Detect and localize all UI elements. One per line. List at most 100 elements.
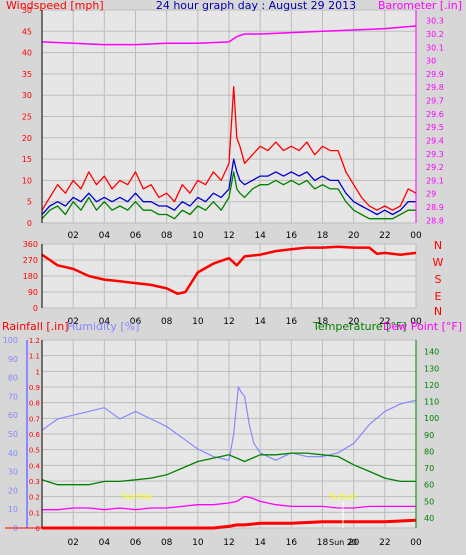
x-tick-label: 18 — [317, 231, 329, 241]
temperature-line — [41, 452, 416, 486]
x-tick-label: 16 — [286, 231, 298, 241]
wind-direction-tick-label: 360 — [23, 240, 38, 249]
x-tick-label: 02 — [67, 317, 78, 327]
rainfall-ticks: 0 0.1 0.2 0.3 0.4 0.5 0.6 0.7 0.8 0.9 1 1.1 1.2 — [29, 337, 41, 533]
panel-2-x-ticks: 02 04 06 08 10 12 14 16 18 20 22 00 — [67, 317, 422, 327]
temperature-tick-label: 40 — [424, 514, 434, 523]
panel-2-series — [41, 245, 417, 296]
temperature-tick-label: 130 — [424, 364, 439, 373]
x-tick-label: 08 — [161, 317, 173, 327]
windspeed-line — [41, 86, 417, 211]
compass-label-n-bottom: N — [434, 305, 442, 318]
temperature-tick-label: 90 — [424, 431, 434, 440]
rainfall-tick-label: 0.9 — [29, 384, 40, 392]
barometer-tick-label: 28.8 — [426, 216, 444, 225]
x-tick-label: 10 — [192, 317, 204, 327]
panel-3-temp-humidity-rain: 00.10.20.30.40.50.60.70.80.911.11.2 0102… — [3, 336, 440, 548]
rainfall-tick-label: 0.5 — [29, 447, 40, 455]
temperature-tick-label: 50 — [424, 497, 434, 506]
x-tick-label: 10 — [192, 231, 204, 241]
humidity-tick-label: 70 — [8, 392, 18, 401]
rainfall-tick-label: 0.3 — [29, 478, 40, 486]
windspeed-tick-label: 5 — [27, 198, 32, 207]
windspeed-tick-label: 10 — [22, 176, 32, 185]
humidity-tick-label: 100 — [3, 336, 18, 345]
barometer-tick-label: 29.5 — [426, 123, 444, 132]
x-tick-label: 04 — [99, 538, 111, 548]
bottom-legend: Rainfall [.in] Humidity [%] Temperature … — [2, 320, 462, 333]
windspeed-tick-label: 35 — [22, 70, 32, 79]
wind-direction-tick-label: 90 — [28, 288, 38, 297]
panel-1-x-ticks: 02 04 06 08 10 12 14 16 18 20 22 00 — [67, 231, 422, 241]
x-tick-label: 12 — [223, 317, 234, 327]
x-tick-label: 20 — [348, 317, 360, 327]
x-tick-label: 12 — [223, 231, 234, 241]
humidity-axis-label: Humidity [%] — [67, 320, 139, 333]
rainfall-tick-label: 0.8 — [29, 400, 40, 408]
compass-label-e: E — [435, 290, 442, 303]
humidity-tick-label: 60 — [8, 411, 18, 420]
humidity-ticks: 0102030405060708090100 — [3, 336, 18, 533]
sun-tick-label: Sun 20 — [329, 538, 357, 547]
barometer-tick-label: 30.1 — [426, 43, 444, 52]
humidity-tick-label: 50 — [8, 430, 18, 439]
temperature-axis-label: Temperature [°F] — [312, 320, 407, 333]
rainfall-tick-label: 0.6 — [29, 431, 41, 439]
rainfall-tick-label: 0.1 — [29, 509, 40, 517]
x-tick-label: 14 — [254, 538, 266, 548]
sunrise-label: Sunrise — [122, 492, 152, 501]
wind-direction-tick-label: 270 — [23, 256, 38, 265]
windspeed-tick-label: 15 — [22, 155, 32, 164]
barometer-tick-label: 29.4 — [426, 136, 444, 145]
x-tick-label: 10 — [192, 538, 204, 548]
x-tick-label: 16 — [286, 317, 298, 327]
panel-2-left-ticks: 0 90 180 270 360 — [23, 240, 38, 313]
barometer-tick-label: 29.8 — [426, 83, 444, 92]
rainfall-axis-label: Rainfall [.in] — [2, 320, 69, 333]
barometer-axis-label: Barometer [.in] — [378, 0, 462, 12]
rainfall-tick-label: 0 — [36, 525, 40, 533]
barometer-line — [41, 25, 417, 46]
temperature-tick-label: 140 — [424, 348, 439, 357]
temperature-tick-label: 70 — [424, 464, 434, 473]
wind-direction-tick-label: 0 — [33, 304, 38, 313]
x-tick-label: 00 — [410, 538, 422, 548]
x-tick-label: 04 — [99, 317, 111, 327]
x-tick-label: 02 — [67, 231, 78, 241]
panel-2-wind-direction: 0 90 180 270 360 02 04 06 08 10 12 14 16 18 20 22 00 N … — [23, 239, 444, 327]
wind-direction-line — [41, 245, 417, 296]
x-tick-label: 04 — [99, 231, 111, 241]
compass-label-n-top: N — [434, 239, 442, 252]
humidity-line — [41, 386, 417, 461]
x-tick-label: 08 — [161, 231, 173, 241]
x-tick-label: 06 — [130, 538, 142, 548]
windspeed-tick-label: 40 — [22, 49, 32, 58]
temperature-tick-label: 120 — [424, 381, 439, 390]
windspeed-tick-label: 30 — [22, 91, 32, 100]
rainfall-tick-label: 0.2 — [29, 494, 40, 502]
panel-2-grid — [42, 243, 417, 309]
chart-title: 24 hour graph day : August 29 2013 — [156, 0, 356, 12]
dewpoint-line — [42, 495, 416, 511]
x-tick-label: 02 — [67, 538, 78, 548]
windspeed-tick-label: 45 — [22, 27, 32, 36]
compass-labels: N W S E N — [433, 239, 444, 318]
humidity-tick-label: 10 — [8, 505, 18, 514]
barometer-tick-label: 29.1 — [426, 176, 444, 185]
rainfall-tick-label: 0.4 — [29, 462, 41, 470]
panel-1-left-ticks: 0 5 10 15 20 25 30 35 40 45 50 — [22, 6, 32, 228]
humidity-tick-label: 90 — [8, 355, 18, 364]
humidity-tick-label: 30 — [8, 468, 18, 477]
wind-gust-average-line — [41, 171, 416, 220]
windspeed-axis-label: Windspeed [mph] — [6, 0, 104, 12]
barometer-tick-label: 30.2 — [426, 30, 444, 39]
panel-3-series — [41, 386, 417, 530]
rainfall-tick-label: 1.2 — [29, 337, 40, 345]
x-tick-label: 14 — [254, 231, 266, 241]
windspeed-tick-label: 25 — [22, 113, 32, 122]
temperature-tick-label: 110 — [424, 398, 439, 407]
barometer-tick-label: 28.9 — [426, 203, 444, 212]
x-tick-label: 18 — [317, 538, 329, 548]
x-tick-label: 08 — [161, 538, 173, 548]
